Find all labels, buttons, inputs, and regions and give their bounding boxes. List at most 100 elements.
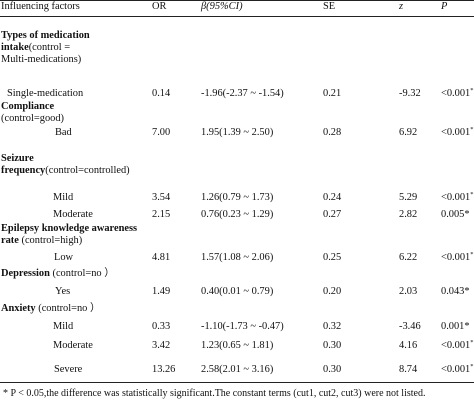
row-label: Moderate	[53, 209, 93, 220]
group-title: Anxiety	[1, 303, 36, 314]
header-p: P	[441, 1, 448, 12]
header-rule	[0, 16, 474, 17]
row-beta: 1.23(0.65 ~ 1.81)	[201, 340, 274, 351]
p-value: 0.005	[441, 209, 465, 220]
row-z: 2.03	[399, 286, 418, 297]
header-z: z	[399, 1, 404, 12]
p-value: <0.001	[441, 252, 471, 263]
row-label: Mild	[53, 321, 74, 332]
row-label: Severe	[54, 364, 83, 375]
row-z: 8.74	[399, 364, 418, 375]
row-or: 0.33	[152, 321, 171, 332]
row-beta: 0.40(0.01 ~ 0.79)	[201, 286, 274, 297]
group-title-line: Anxiety (control=no ）	[1, 303, 100, 315]
row-label: Single-medication	[7, 88, 84, 99]
row-or: 4.81	[152, 252, 171, 263]
row-label: Low	[54, 252, 74, 263]
row-z: -9.32	[399, 88, 421, 99]
significance-star: *	[464, 286, 470, 297]
row-or: 3.54	[152, 192, 171, 203]
row-beta: 1.26(0.79 ~ 1.73)	[201, 192, 274, 203]
row-or: 3.42	[152, 340, 171, 351]
row-se: 0.32	[323, 321, 342, 332]
row-label: Yes	[55, 286, 71, 297]
row-or: 1.49	[152, 286, 171, 297]
group-title: Depression	[1, 268, 50, 279]
group-control: (control=good)	[1, 113, 64, 124]
row-beta: 2.58(2.01 ~ 3.16)	[201, 364, 274, 375]
significance-star: *	[470, 126, 474, 133]
group-control: (control=controlled)	[45, 165, 130, 176]
row-p: <0.001*	[441, 87, 474, 101]
significance-star: *	[470, 251, 474, 258]
group-title-part: intake	[1, 42, 29, 53]
row-se: 0.20	[323, 286, 342, 297]
row-se: 0.27	[323, 209, 342, 220]
header-factor: Influencing factors	[1, 1, 80, 12]
significance-star: *	[464, 209, 470, 220]
p-value: <0.001	[441, 340, 471, 351]
row-p: <0.001*	[441, 339, 474, 353]
row-se: 0.21	[323, 88, 342, 99]
row-se: 0.24	[323, 192, 342, 203]
row-z: 6.22	[399, 252, 418, 263]
significance-star: *	[470, 363, 474, 370]
group-title-line: Depression (control=no ）	[1, 268, 115, 280]
group-title-line2: rate (control=high)	[1, 235, 82, 247]
row-p: 0.001*	[441, 321, 470, 333]
row-beta: -1.10(-1.73 ~ -0.47)	[201, 321, 284, 332]
row-p: <0.001*	[441, 126, 474, 140]
header-beta: β(95%CI)	[201, 1, 243, 12]
row-or: 13.26	[152, 364, 176, 375]
group-title-line2: intake(control =	[1, 42, 70, 54]
row-p: <0.001*	[441, 191, 474, 205]
group-control: (control =	[28, 42, 71, 53]
row-label: Bad	[55, 127, 72, 138]
row-se: 0.25	[323, 252, 342, 263]
group-title-line2: frequency(control=controlled)	[1, 165, 130, 177]
row-z: 5.29	[399, 192, 418, 203]
row-beta: 0.76(0.23 ~ 1.29)	[201, 209, 274, 220]
group-title-part: frequency	[1, 165, 46, 176]
row-beta: 1.95(1.39 ~ 2.50)	[201, 127, 274, 138]
row-p: 0.043*	[441, 286, 470, 298]
p-value: <0.001	[441, 127, 471, 138]
p-value: <0.001	[441, 364, 471, 375]
p-value: <0.001	[441, 192, 471, 203]
group-control: (control=no ）	[49, 268, 115, 279]
row-z: 4.16	[399, 340, 418, 351]
row-or: 0.14	[152, 88, 171, 99]
group-control: (control=high)	[18, 235, 83, 246]
row-beta: -1.96(-2.37 ~ -1.54)	[201, 88, 284, 99]
row-z: 6.92	[399, 127, 418, 138]
group-title: Types of medication	[1, 30, 90, 41]
significance-star: *	[470, 87, 474, 94]
row-se: 0.30	[323, 364, 342, 375]
row-se: 0.28	[323, 127, 342, 138]
header-or: OR	[152, 1, 167, 12]
group-title: Seizure	[1, 153, 34, 164]
bottom-rule	[0, 382, 474, 383]
group-control-extra: Multi-medications)	[1, 54, 82, 65]
significance-star: *	[470, 339, 474, 346]
row-p: <0.001*	[441, 251, 474, 265]
row-label: Mild	[53, 192, 74, 203]
row-z: 2.82	[399, 209, 418, 220]
row-or: 7.00	[152, 127, 171, 138]
significance-star: *	[470, 191, 474, 198]
footnote: * P < 0.05,the difference was statistica…	[3, 388, 426, 399]
row-beta: 1.57(1.08 ~ 2.06)	[201, 252, 274, 263]
group-control: (control=no ）	[35, 303, 101, 314]
group-title-part: rate	[1, 235, 19, 246]
p-value: 0.043	[441, 286, 465, 297]
top-rule	[0, 0, 474, 1]
row-z: -3.46	[399, 321, 421, 332]
significance-star: *	[464, 321, 470, 332]
header-se: SE	[323, 1, 336, 12]
row-p: 0.005*	[441, 209, 470, 221]
row-label: Moderate	[53, 340, 93, 351]
group-title: Compliance	[1, 101, 55, 112]
p-value: 0.001	[441, 321, 465, 332]
row-or: 2.15	[152, 209, 171, 220]
